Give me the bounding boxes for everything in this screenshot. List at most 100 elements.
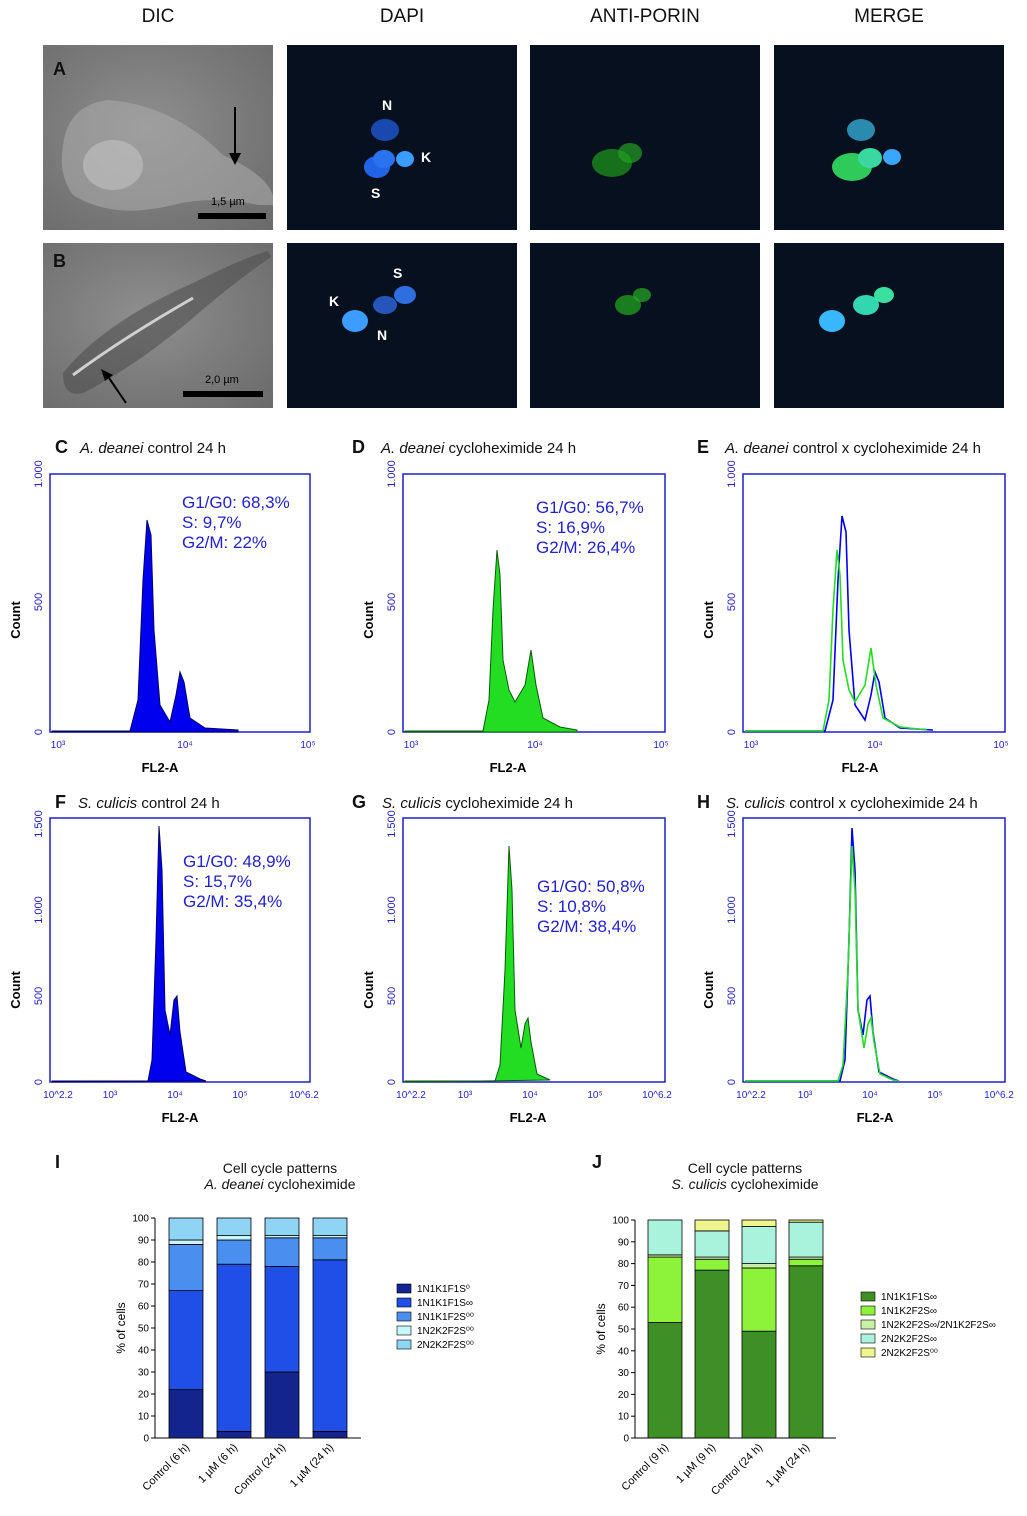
chart-i-category-label-1: 1 µM (6 h) (196, 1442, 240, 1486)
chart-i-bar-0-seg-0 (168, 1389, 204, 1439)
chart-j-ytick-label-10: 100 (612, 1216, 629, 1227)
hist-h-ytick-3: 1.500 (726, 810, 738, 838)
chart-j-legend-label-2: 1N2K2F2S∞/2N1K2F2S∞ (881, 1320, 996, 1331)
chart-i-category-label-2: Control (24 h) (232, 1442, 288, 1498)
title-e: E A. deanei control x cycloheximide 24 h (697, 437, 981, 458)
chart-j-bar-0-seg-1 (647, 1256, 683, 1323)
header-merge: MERGE (854, 6, 924, 27)
hist-g-curve (404, 845, 551, 1083)
hist-h-xtick-3: 10⁵ (927, 1090, 942, 1101)
chart-j-legend-swatch-2 (860, 1319, 876, 1330)
dapi-label-s-a: S (371, 185, 381, 201)
chart-j-bar-1-seg-4 (694, 1219, 730, 1232)
letter-d: D (352, 437, 365, 457)
stats-g: G1/G0: 50,8% S: 10,8% G2/M: 38,4% (537, 877, 645, 937)
micrograph-b-dapi: S K N (287, 243, 517, 408)
hist-h-curve-cycloheximide (745, 845, 900, 1082)
hist-h-ytick-2: 1.000 (726, 896, 738, 924)
chart-j-ytick-label-6: 60 (618, 1303, 630, 1314)
chart-i-ytick-label-5: 50 (138, 1324, 150, 1335)
hist-f-ytick-0: 0 (33, 1079, 45, 1085)
hist-g-ytick-0: 0 (386, 1079, 398, 1085)
hist-c-xtick-1: 10⁴ (177, 740, 192, 751)
header-dic: DIC (141, 6, 175, 27)
hist-h-xtick-4: 10^6.2 (984, 1090, 1014, 1101)
chart-j-ytick-label-3: 30 (618, 1368, 630, 1379)
chart-i-bar-2-seg-4 (264, 1217, 300, 1237)
hist-e-curve-control (745, 515, 934, 732)
chart-j-bar-2-seg-1 (741, 1267, 777, 1332)
hist-c-ylabel: Count (8, 601, 23, 639)
chart-j-legend-label-0: 1N1K1F1S∞ (881, 1292, 937, 1303)
title-h: H S. culicis control x cycloheximide 24 h (697, 792, 978, 813)
hist-f-curve (51, 825, 207, 1083)
hist-h-xtick-2: 10⁴ (862, 1090, 877, 1101)
chart-i-bar-2-seg-1 (264, 1266, 300, 1373)
chart-i-legend-swatch-2 (396, 1311, 412, 1322)
chart-i-ytick-label-8: 80 (138, 1258, 150, 1269)
chart-i-title: Cell cycle patterns (222, 1160, 338, 1176)
stacked-bar-chart-j: 0 10 20 30 40 50 60 70 80 90 100 % of cells Control … (594, 1216, 996, 1498)
scale-bar-b (183, 391, 263, 397)
chart-j-legend-label-3: 2N2K2F2S∞ (881, 1334, 937, 1345)
chart-j-legend-label-4: 2N2K2F2S⁰⁰ (881, 1348, 938, 1359)
hist-e-xtick-1: 10⁴ (867, 740, 882, 751)
hist-e-xtick-0: 10³ (744, 740, 759, 751)
letter-f: F (55, 792, 66, 812)
panel-label-i: I (55, 1152, 61, 1172)
hist-d-xtick-0: 10³ (404, 740, 419, 751)
histogram-f: Count 0 500 1.000 1.500 10^2.2 10³ 10⁴ 1… (8, 810, 319, 1125)
stats-f-g2: G2/M: 35,4% (183, 892, 283, 911)
chart-i-ytick-label-6: 60 (138, 1302, 150, 1313)
hist-d-xtick-2: 10⁵ (653, 740, 668, 751)
title-d-rest: cycloheximide 24 h (444, 440, 577, 457)
chart-j-bar-2-seg-4 (741, 1219, 777, 1227)
chart-i-bar-3-seg-4 (312, 1217, 348, 1237)
stats-c-s: S: 9,7% (182, 513, 242, 532)
chart-i-bar-1-seg-2 (216, 1239, 252, 1265)
micrograph-b-dic: B 2,0 µm (43, 243, 273, 408)
header-anti-porin: ANTI-PORIN (590, 6, 700, 27)
hist-e-xtick-2: 10⁵ (993, 740, 1008, 751)
chart-j-bar-1-seg-1 (694, 1258, 730, 1271)
title-g-rest: cycloheximide 24 h (441, 795, 573, 812)
title-c-species: A. deanei (80, 440, 144, 457)
chart-i-ytick-label-2: 20 (138, 1390, 150, 1401)
micrograph-a-anti-porin (530, 45, 760, 230)
hist-c-xtick-0: 10³ (51, 740, 66, 751)
title-g: G S. culicis cycloheximide 24 h (352, 792, 573, 813)
chart-i-legend-label-3: 1N2K2F2S⁰⁰ (417, 1326, 474, 1337)
chart-j-subtitle-rest: cycloheximide (726, 1176, 819, 1192)
chart-j-bar-0-seg-3 (647, 1219, 683, 1256)
stacked-bar-chart-i: 0 10 20 30 40 50 60 70 80 90 100 % of cells Control … (114, 1214, 474, 1498)
hist-g-ytick-1: 500 (386, 987, 398, 1005)
hist-g-ytick-3: 1.500 (386, 810, 398, 838)
chart-i-ytick-label-0: 0 (143, 1434, 149, 1445)
hist-e-ytick-1: 500 (726, 593, 738, 611)
hist-g-xtick-0: 10^2.2 (396, 1090, 426, 1101)
hist-c-curve (51, 519, 239, 733)
chart-j-bar-3-seg-0 (788, 1265, 824, 1439)
chart-i-ytick-label-10: 100 (132, 1214, 149, 1225)
hist-c-ytick-2: 1.000 (33, 460, 45, 488)
chart-i-bar-0-seg-4 (168, 1217, 204, 1241)
chart-i-bar-0-seg-1 (168, 1290, 204, 1390)
chart-j-legend-label-1: 1N1K2F2S∞ (881, 1306, 937, 1317)
chart-j-legend-swatch-1 (860, 1305, 876, 1316)
chart-i-legend-label-4: 2N2K2F2S⁰⁰ (417, 1340, 474, 1351)
hist-d-ytick-0: 0 (386, 729, 398, 735)
hist-f-xtick-0: 10^2.2 (43, 1090, 73, 1101)
hist-h-xlabel: FL2-A (857, 1110, 894, 1125)
scale-bar-a (198, 213, 266, 219)
chart-i-bar-3-seg-2 (312, 1237, 348, 1261)
chart-i-ytick-label-9: 90 (138, 1236, 150, 1247)
chart-i-ytick-label-3: 30 (138, 1368, 150, 1379)
stats-c: G1/G0: 68,3% S: 9,7% G2/M: 22% (182, 493, 290, 553)
hist-d-ytick-2: 1.000 (386, 460, 398, 488)
dapi-label-n-b: N (377, 327, 388, 343)
chart-i-legend-swatch-4 (396, 1339, 412, 1350)
title-d-species: A. deanei (381, 440, 445, 457)
dapi-label-k-a: K (421, 149, 432, 165)
letter-c: C (55, 437, 68, 457)
chart-j-bar-3-seg-4 (788, 1219, 824, 1223)
